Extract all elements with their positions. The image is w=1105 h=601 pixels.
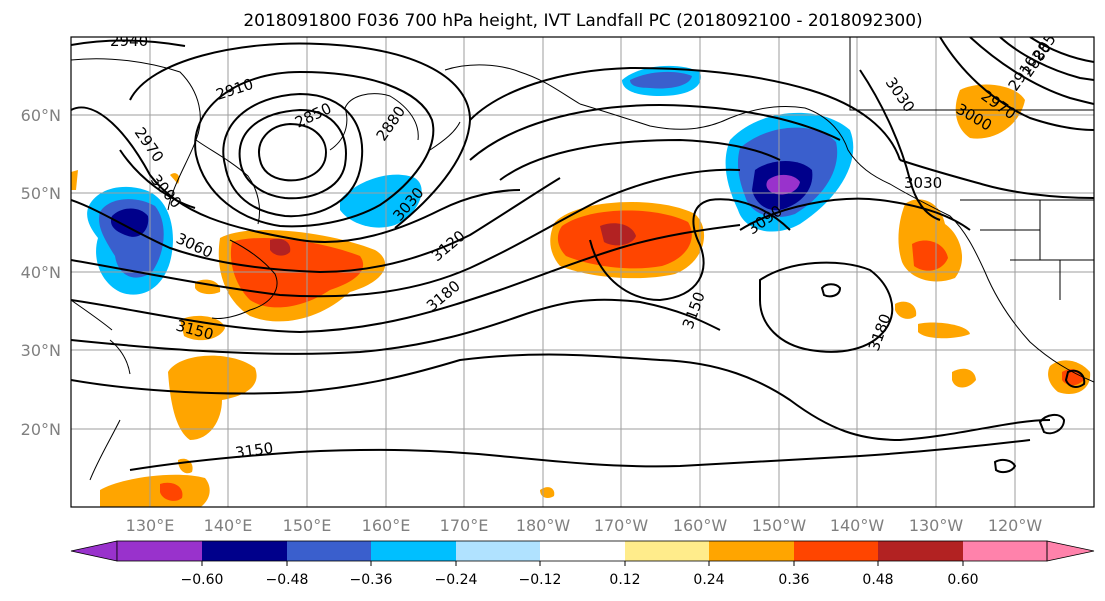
contour-2970	[129, 42, 472, 229]
contour-label: 3030	[904, 174, 942, 192]
ivt-negative-region-alaska	[622, 65, 701, 96]
map-panel: 2940 2910 2850 2880 2970 3000 3030 3060 …	[21, 32, 1095, 535]
contour-2910	[194, 70, 435, 228]
contour-upper-arc-3	[499, 138, 781, 181]
lon-tick-label: 140°W	[830, 516, 885, 535]
lon-tick-label: 130°W	[909, 516, 964, 535]
lon-tick-label: 140°E	[204, 516, 253, 535]
ivt-positive-region-west-pac	[100, 315, 257, 507]
colorbar-tick-label: 0.12	[609, 572, 640, 588]
contour-upper-right-3	[999, 37, 1094, 81]
contour-se-loop	[1064, 369, 1086, 388]
colorbar-segment	[540, 541, 625, 561]
contour-ring-2	[238, 108, 347, 200]
contour-small-circle	[1038, 414, 1066, 435]
colorbar-tick-label: 0.36	[778, 572, 809, 588]
colorbar-segment	[625, 541, 709, 561]
colorbar-tick-label: −0.24	[435, 572, 478, 588]
colorbar-tick-label: 0.60	[947, 572, 978, 588]
colorbar-segment	[963, 541, 1047, 561]
contour-3030-main	[71, 106, 521, 243]
contour-label: 3150	[234, 439, 274, 462]
lat-tick-label: 50°N	[21, 184, 61, 203]
ivt-negative-region-west	[87, 186, 173, 295]
colorbar-segment	[878, 541, 963, 561]
contour-3060-main	[71, 177, 561, 274]
figure-title: 2018091800 F036 700 hPa height, IVT Land…	[243, 11, 922, 31]
colorbar-tick-label: 0.48	[862, 572, 893, 588]
contour-upper-right-1	[939, 37, 1094, 131]
lon-tick-label: 150°W	[752, 516, 807, 535]
colorbar-tick-label: −0.48	[266, 572, 309, 588]
colorbar-tick-label: 0.24	[693, 572, 724, 588]
contour-small-low	[820, 283, 842, 298]
lon-tick-label: 160°E	[362, 516, 411, 535]
ivt-negative-region-gulf	[725, 112, 854, 232]
contour-3000	[119, 149, 196, 209]
lon-tick-label: 120°W	[988, 516, 1043, 535]
contour-ring-3	[222, 92, 364, 218]
contour-3180-east	[759, 261, 894, 353]
contour-3030-east	[859, 69, 941, 221]
contour-3150-south	[129, 439, 1031, 471]
colorbar-segment	[287, 541, 371, 561]
contour-upper-right-2	[969, 37, 1094, 105]
contour-2940-west	[71, 39, 186, 47]
colorbar-tick-labels: −0.60 −0.48 −0.36 −0.24 −0.12 0.12 0.24 …	[181, 572, 979, 588]
colorbar-segment	[371, 541, 456, 561]
contour-3150-main	[71, 224, 741, 334]
colorbar-tick-label: −0.36	[350, 572, 393, 588]
ivt-positive-region-nw-us	[71, 84, 1091, 498]
colorbar-segment	[117, 541, 202, 561]
ivt-positive-region-japan	[218, 229, 386, 322]
contour-upper-arc-1	[469, 66, 901, 161]
lat-tick-labels: 60°N 50°N 40°N 30°N 20°N	[21, 106, 61, 439]
colorbar-extend-max	[1046, 540, 1095, 562]
lat-tick-label: 20°N	[21, 420, 61, 439]
colorbar-segment	[709, 541, 794, 561]
contour-3150-east	[589, 198, 791, 302]
contour-3180-main	[71, 298, 721, 355]
lon-tick-labels: 130°E 140°E 150°E 160°E 170°E 180°W 170°…	[126, 516, 1043, 535]
colorbar: −0.60 −0.48 −0.36 −0.24 −0.12 0.12 0.24 …	[70, 540, 1095, 588]
contour-label: 2940	[110, 32, 148, 50]
contour-3120-main	[71, 168, 741, 298]
contour-3180-south	[71, 353, 1051, 442]
lon-tick-label: 170°E	[440, 516, 489, 535]
colorbar-tick-label: −0.12	[519, 572, 562, 588]
lon-tick-label: 150°E	[283, 516, 332, 535]
contour-upper-arc-2	[469, 103, 841, 161]
lon-tick-label: 130°E	[126, 516, 175, 535]
colorbar-segment	[794, 541, 878, 561]
colorbar-segment	[456, 541, 540, 561]
colorbar-extend-min	[70, 540, 118, 562]
contour-3090-east	[739, 197, 971, 231]
lat-tick-label: 60°N	[21, 106, 61, 125]
height-contours	[71, 37, 1094, 474]
map-frame	[70, 36, 1095, 508]
contour-ring-1	[258, 122, 327, 182]
lon-tick-label: 160°W	[673, 516, 728, 535]
colorbar-ticks	[201, 561, 964, 566]
lat-tick-label: 40°N	[21, 263, 61, 282]
colorbar-frame	[116, 540, 1048, 562]
contour-small-loop	[993, 458, 1017, 474]
colorbar-segment	[202, 541, 287, 561]
contour-gulf-upper	[899, 159, 1094, 199]
lat-tick-label: 30°N	[21, 341, 61, 360]
lon-tick-label: 180°W	[516, 516, 571, 535]
lon-tick-label: 170°W	[594, 516, 649, 535]
colorbar-tick-label: −0.60	[181, 572, 224, 588]
contour-upper-right-4	[1029, 37, 1094, 63]
